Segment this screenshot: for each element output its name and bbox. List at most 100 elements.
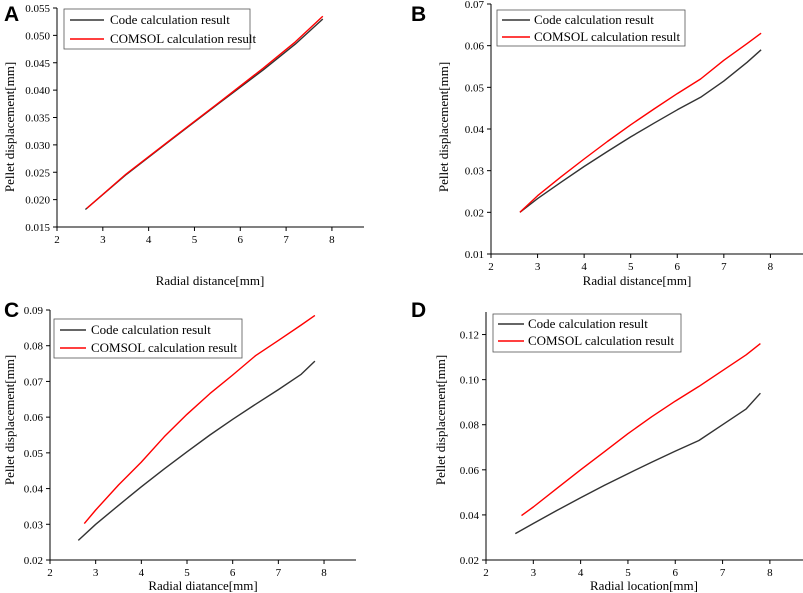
- panel-c-y-tick-label: 0.09: [24, 305, 44, 317]
- panel-c-plot: 2 3 4 5 6 7 8 0.02 0.03 0.04 0.05 0.06 0.07 0.08 0.09: [24, 305, 356, 579]
- panel-d-letter: D: [411, 299, 426, 322]
- panel-b: B 2 3 4 5 6 7 8 0.01 0.02 0.03 0.04 0.05 0.06 0.07 Ra…: [411, 0, 803, 288]
- panel-c-y-tick-label: 0.03: [24, 519, 44, 531]
- panel-b-y-tick-label: 0.04: [465, 124, 485, 136]
- panel-a-letter: A: [4, 3, 19, 26]
- panel-b-x-tick-label: 8: [768, 261, 774, 273]
- panel-c-y-tick-label: 0.02: [24, 555, 43, 567]
- panel-d-y-tick-label: 0.10: [460, 375, 480, 387]
- panel-b-y-tick-label: 0.03: [465, 166, 485, 178]
- panel-c: C 2 3 4 5 6 7 8 0.02 0.03 0.04 0.05 0.06 0.07 0.08 0.0…: [2, 299, 356, 593]
- panel-a-y-axis-title: Pellet displacement[mm]: [2, 62, 17, 192]
- panel-a-y-tick-label: 0.050: [25, 30, 50, 42]
- panel-d-x-axis-title: Radial location[mm]: [590, 578, 698, 593]
- panel-b-y-tick-label: 0.02: [465, 207, 484, 219]
- panel-d-y-tick-label: 0.08: [460, 420, 480, 432]
- panel-d-y-tick-label: 0.06: [460, 465, 480, 477]
- panel-a: A 2 3 4 5 6 7 8 0.015 0.020 0.025 0.030 0.035 0.040 0…: [2, 3, 364, 288]
- panel-d: D 2 3 4 5 6 7 8 0.02 0.04 0.06 0.08 0.10 0.12 Radial…: [411, 299, 803, 593]
- panel-a-y-tick-label: 0.040: [25, 85, 50, 97]
- panel-d-x-tick-label: 8: [767, 567, 773, 579]
- panel-c-y-axis-title: Pellet displacement[mm]: [2, 355, 17, 485]
- panel-c-legend-comsol-label: COMSOL calculation result: [91, 340, 237, 355]
- panel-c-series-comsol-line: [83, 314, 316, 525]
- panel-b-x-tick-label: 4: [581, 261, 587, 273]
- panel-c-y-tick-label: 0.04: [24, 484, 44, 496]
- panel-c-x-tick-label: 4: [139, 567, 145, 579]
- panel-c-x-tick-label: 7: [276, 567, 282, 579]
- panel-a-y-tick-label: 0.035: [25, 113, 50, 125]
- panel-a-series-comsol-line: [86, 15, 324, 209]
- panel-b-y-tick-label: 0.01: [465, 249, 484, 261]
- panel-a-plot: 2 3 4 5 6 7 8 0.015 0.020 0.025 0.030 0.035 0.040 0.0…: [25, 3, 364, 246]
- panel-b-legend-box: [496, 9, 686, 47]
- panel-d-x-tick-label: 4: [578, 567, 584, 579]
- panel-d-y-tick-label: 0.12: [460, 330, 479, 342]
- panel-b-y-tick-label: 0.05: [465, 82, 485, 94]
- panel-a-x-tick-label: 3: [100, 234, 106, 246]
- panel-a-legend: Code calculation result COMSOL calculati…: [63, 8, 256, 50]
- panel-c-x-tick-label: 6: [230, 567, 236, 579]
- panel-b-legend: Code calculation result COMSOL calculati…: [496, 9, 686, 47]
- panel-a-y-tick-label: 0.020: [25, 195, 50, 207]
- panel-a-legend-comsol-label: COMSOL calculation result: [110, 31, 256, 46]
- panel-b-series-comsol-line: [519, 32, 762, 213]
- panel-a-x-tick-label: 7: [283, 234, 289, 246]
- panel-c-y-tick-label: 0.07: [24, 376, 44, 388]
- panel-a-x-tick-label: 8: [329, 234, 335, 246]
- panel-d-y-tick-label: 0.04: [460, 510, 480, 522]
- panel-c-legend-box: [53, 318, 243, 359]
- panel-d-legend-box: [492, 313, 682, 353]
- panel-d-x-tick-label: 7: [720, 567, 726, 579]
- panel-c-x-tick-label: 8: [321, 567, 327, 579]
- panel-d-x-tick-label: 2: [483, 567, 489, 579]
- panel-d-legend: Code calculation result COMSOL calculati…: [492, 313, 682, 353]
- panel-d-series-code-line: [514, 392, 761, 535]
- panel-a-x-tick-label: 2: [54, 234, 60, 246]
- panel-d-y-tick-label: 0.02: [460, 555, 479, 567]
- panel-d-x-tick-label: 5: [625, 567, 631, 579]
- panel-c-legend-code-label: Code calculation result: [91, 322, 211, 337]
- panel-c-y-tick-label: 0.05: [24, 448, 44, 460]
- panel-b-x-axis-title: Radial distance[mm]: [583, 273, 692, 288]
- panel-a-x-tick-label: 4: [146, 234, 152, 246]
- panel-d-legend-comsol-label: COMSOL calculation result: [528, 333, 674, 348]
- panel-b-y-tick-label: 0.06: [465, 41, 485, 53]
- panel-b-y-axis-title: Pellet displacement[mm]: [436, 62, 451, 192]
- panel-a-x-axis-title: Radial distance[mm]: [156, 273, 265, 288]
- panel-c-y-tick-label: 0.08: [24, 341, 44, 353]
- panel-b-x-tick-label: 2: [488, 261, 494, 273]
- panel-d-plot: 2 3 4 5 6 7 8 0.02 0.04 0.06 0.08 0.10 0.12: [460, 312, 803, 579]
- panel-b-letter: B: [411, 3, 426, 26]
- panel-d-x-tick-label: 3: [531, 567, 537, 579]
- panel-a-y-tick-label: 0.030: [25, 140, 50, 152]
- panel-c-x-tick-label: 5: [184, 567, 190, 579]
- panel-c-x-tick-label: 2: [47, 567, 53, 579]
- panel-c-series-code-line: [77, 360, 316, 541]
- panel-b-x-tick-label: 7: [721, 261, 727, 273]
- panel-d-y-axis-title: Pellet displacement[mm]: [433, 355, 448, 485]
- panel-c-x-axis-title: Radial diatance[mm]: [148, 578, 257, 593]
- panel-b-legend-code-label: Code calculation result: [534, 12, 654, 27]
- panel-b-x-tick-label: 5: [628, 261, 634, 273]
- panel-a-y-tick-label: 0.025: [25, 167, 50, 179]
- panel-c-legend: Code calculation result COMSOL calculati…: [53, 318, 243, 359]
- panel-b-legend-comsol-label: COMSOL calculation result: [534, 29, 680, 44]
- panel-a-y-tick-label: 0.055: [25, 3, 50, 15]
- panel-a-y-tick-label: 0.015: [25, 222, 50, 234]
- panel-a-y-tick-label: 0.045: [25, 58, 50, 70]
- panel-b-y-tick-label: 0.07: [465, 0, 485, 11]
- panel-c-letter: C: [4, 299, 19, 322]
- panel-a-legend-box: [63, 8, 251, 50]
- panel-b-x-tick-label: 6: [675, 261, 681, 273]
- panel-c-x-tick-label: 3: [93, 567, 99, 579]
- panel-c-y-tick-label: 0.06: [24, 412, 44, 424]
- panel-a-x-tick-label: 5: [192, 234, 198, 246]
- panel-b-x-tick-label: 3: [535, 261, 541, 273]
- panel-b-plot: 2 3 4 5 6 7 8 0.01 0.02 0.03 0.04 0.05 0.06 0.07: [465, 0, 803, 273]
- panel-a-legend-code-label: Code calculation result: [110, 12, 230, 27]
- panel-a-x-tick-label: 6: [238, 234, 244, 246]
- panel-d-series-comsol-line: [521, 343, 761, 517]
- panel-b-series-code-line: [519, 49, 762, 213]
